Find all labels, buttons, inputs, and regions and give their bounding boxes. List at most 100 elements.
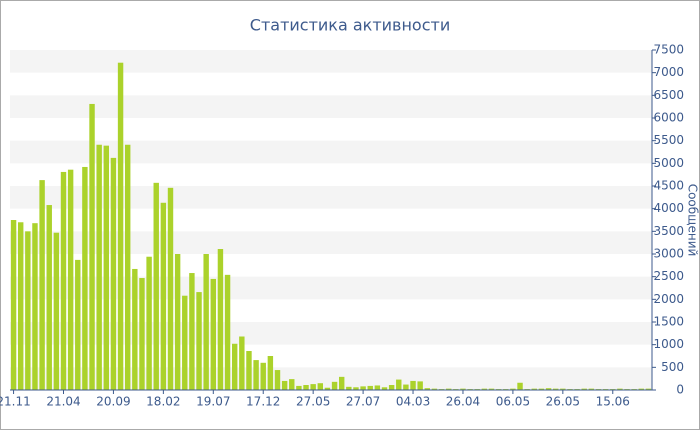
bar: [481, 388, 488, 390]
x-tick-label: 18.02: [146, 395, 180, 409]
y-tick-label: 2500: [653, 269, 684, 283]
y-tick-label: 7000: [653, 65, 684, 79]
y-axis-label: Сообщений: [686, 184, 700, 257]
y-tick-label: 5000: [653, 156, 684, 170]
grid-band: [10, 140, 652, 164]
bar: [110, 157, 117, 390]
y-tick-label: 4500: [653, 179, 684, 193]
bar: [246, 351, 252, 390]
bar: [210, 278, 217, 390]
bar: [581, 388, 587, 390]
bar: [460, 388, 466, 390]
x-tick-label: 04.03: [396, 395, 430, 409]
bar: [588, 388, 595, 390]
y-tick-label: 0: [676, 383, 684, 397]
bar: [32, 223, 38, 390]
y-tick-label: 1500: [653, 315, 684, 329]
bar: [346, 386, 352, 390]
y-tick-label: 3500: [653, 224, 684, 238]
bar: [510, 388, 516, 390]
x-tick-label: 15.06: [596, 395, 630, 409]
bar: [25, 231, 31, 390]
bar: [338, 376, 345, 390]
bar: [182, 295, 188, 390]
x-tick-label: 26.04: [446, 395, 480, 409]
bar: [217, 249, 224, 390]
x-tick-label: 17.12: [246, 395, 280, 409]
y-tick-label: 1000: [653, 337, 684, 351]
bar: [645, 388, 652, 390]
bar: [381, 387, 388, 390]
bar: [274, 370, 281, 390]
y-tick-label: 6500: [653, 88, 684, 102]
bar: [53, 232, 60, 390]
bar: [153, 182, 159, 390]
bar: [139, 278, 145, 390]
bar: [296, 385, 302, 390]
bar: [196, 292, 202, 390]
x-tick-label: 21.11: [0, 395, 31, 409]
bar: [17, 222, 24, 390]
y-tick-label: 5500: [653, 133, 684, 147]
x-tick-label: 19.07: [196, 395, 230, 409]
bar: [82, 166, 88, 390]
bar: [445, 388, 452, 390]
chart-title: Статистика активности: [250, 16, 450, 35]
bar: [289, 379, 295, 390]
bar: [388, 385, 395, 390]
bar: [224, 274, 231, 390]
bar: [560, 388, 566, 390]
bar: [353, 387, 359, 390]
bar: [103, 145, 110, 390]
bar: [638, 388, 645, 390]
bar: [488, 388, 495, 390]
bar: [60, 171, 67, 390]
x-tick-label: 21.04: [46, 395, 80, 409]
x-tick-label: 26.05: [546, 395, 580, 409]
bar: [374, 385, 381, 390]
bar: [10, 220, 17, 390]
x-tick-label: 27.05: [296, 395, 330, 409]
bar: [146, 256, 152, 390]
grid-band: [10, 95, 652, 118]
bar: [167, 187, 174, 390]
bar: [331, 381, 338, 390]
y-tick-label: 6000: [653, 111, 684, 125]
bar: [260, 362, 266, 390]
bar: [231, 343, 238, 390]
x-tick-label: 06.05: [496, 395, 530, 409]
bar: [538, 388, 545, 390]
bar: [46, 205, 52, 390]
bar: [310, 384, 316, 390]
bar: [431, 388, 438, 390]
bar: [174, 254, 181, 390]
y-tick-label: 500: [661, 360, 684, 374]
bar: [317, 383, 324, 390]
bar: [360, 386, 366, 390]
bar: [124, 144, 131, 390]
bar: [545, 388, 552, 390]
bar: [417, 381, 423, 390]
bar: [203, 254, 209, 390]
y-tick-label: 3000: [653, 247, 684, 261]
bar: [67, 169, 74, 390]
bar: [396, 379, 402, 390]
bar: [39, 180, 45, 390]
bar: [96, 144, 102, 390]
bar: [303, 385, 309, 390]
bar: [517, 382, 523, 390]
bar: [617, 388, 623, 390]
bar: [160, 202, 167, 390]
bar: [253, 360, 259, 390]
x-tick-label: 27.07: [346, 395, 380, 409]
x-tick-label: 20.09: [96, 395, 130, 409]
bar: [89, 103, 95, 391]
bar: [531, 388, 538, 390]
bar: [410, 380, 416, 390]
bar: [117, 62, 124, 391]
bar: [424, 388, 431, 390]
bar: [189, 273, 195, 390]
y-tick-label: 7500: [653, 43, 684, 57]
bar: [239, 336, 245, 390]
